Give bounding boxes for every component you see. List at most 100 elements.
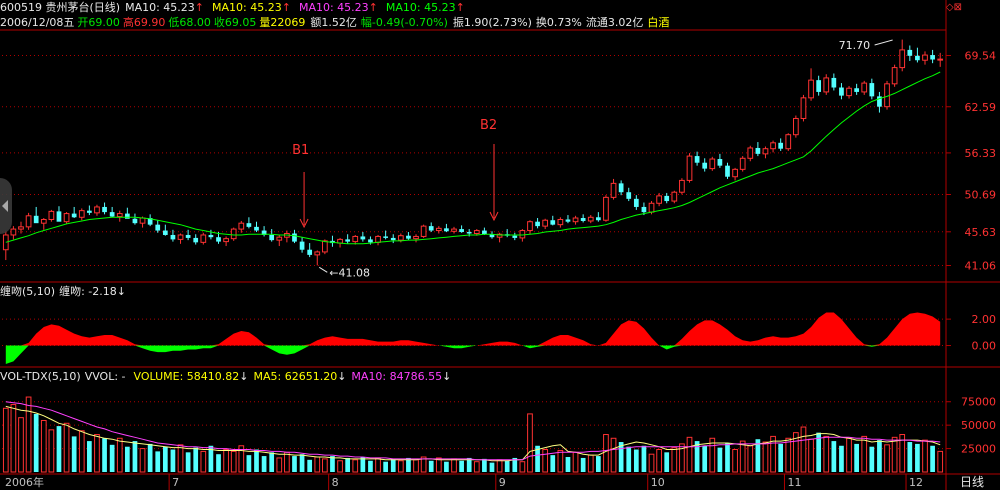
candle-body-down <box>907 49 913 56</box>
window-controls-icon[interactable]: ◇⊠ <box>945 2 962 13</box>
candle-body-up <box>230 228 237 240</box>
amount-label: 额1.52亿 <box>310 16 357 29</box>
candle-body-down <box>535 221 540 227</box>
candle-body-down <box>254 226 259 231</box>
indicator2-ma5-arrow: ↓ <box>337 370 347 383</box>
volume-bar-up <box>679 443 685 473</box>
volume-bar-up <box>770 435 776 473</box>
volume-bar-down <box>185 452 191 472</box>
volume-bar-up <box>40 419 47 473</box>
candle-body-down <box>641 206 647 213</box>
candle-body-up <box>322 240 328 253</box>
candle-body-up <box>2 234 9 251</box>
candle-body-down <box>717 159 723 166</box>
amplitude-label: 振1.90(2.73%) <box>452 16 532 29</box>
x-tick-label: 11 <box>787 476 801 489</box>
float-label: 流通3.02亿 <box>585 16 644 29</box>
turnover-label: 换0.73% <box>535 16 582 29</box>
volume-bar-up <box>785 437 792 473</box>
candle-body-down <box>618 183 624 193</box>
close-label: 收69.05 <box>213 16 257 29</box>
candle-body-down <box>383 236 388 238</box>
candle-body-down <box>839 87 844 96</box>
candle-body-up <box>739 157 746 170</box>
candle-body-up <box>648 202 655 213</box>
volume-bar-up <box>808 438 814 473</box>
candle-body-up <box>587 216 594 222</box>
candle-body-down <box>102 206 107 213</box>
volume-bar-up <box>937 450 944 473</box>
volume-bar-down <box>71 436 77 472</box>
candle-body-down <box>466 232 472 234</box>
price-tick-label: 45.63 <box>965 226 997 239</box>
candle-body-down <box>193 237 199 243</box>
x-tick-label: 7 <box>172 476 179 489</box>
x-tick-label: 8 <box>332 476 339 489</box>
volume-bar-up <box>899 434 906 473</box>
candle-body-up <box>709 158 716 170</box>
candle-body-down <box>854 88 859 92</box>
vol-tick-label: 75000 <box>961 396 996 409</box>
low-marker-line <box>319 266 328 273</box>
candle-body-up <box>25 215 32 228</box>
volume-bar-up <box>375 457 381 473</box>
indicator1-name: 缠吻(5,10) <box>0 285 56 298</box>
volume-bar-down <box>618 442 624 472</box>
vol-tick-label: 25000 <box>961 443 996 456</box>
high-marker-line <box>874 39 893 46</box>
candle-body-down <box>482 230 487 235</box>
candle-body-down <box>87 210 92 213</box>
volume-bar-down <box>390 458 396 472</box>
candle-body-down <box>368 239 373 243</box>
volume-bar-down <box>216 454 221 472</box>
candle-body-up <box>610 182 617 198</box>
volume-bar-down <box>292 456 297 472</box>
volume-bar-up <box>116 437 123 473</box>
volume-bar-up <box>572 451 579 473</box>
volume-bar-down <box>626 446 632 472</box>
osc-area-negative <box>5 345 941 364</box>
volume-bar-up <box>451 458 457 473</box>
scroll-left-button[interactable] <box>0 178 12 234</box>
b1-arrowhead <box>299 218 309 229</box>
volume-bar-up <box>739 440 746 473</box>
candle-body-up <box>793 117 799 136</box>
volume-bar-up <box>800 426 807 473</box>
volume-bar-down <box>307 459 313 472</box>
candle-body-up <box>18 226 24 230</box>
volume-bar-down <box>702 445 708 472</box>
candle-body-down <box>444 228 449 232</box>
volume-bar-down <box>102 438 107 472</box>
high-label: 高69.90 <box>122 16 166 29</box>
volume-bar-up <box>542 449 549 473</box>
x-tick-label: 12 <box>909 476 923 489</box>
volume-bar-up <box>48 429 55 473</box>
candle-body-down <box>816 80 822 92</box>
volume-bar-down <box>831 441 837 472</box>
candle-body-up <box>451 228 457 232</box>
volume-bar-down <box>246 455 252 472</box>
candle-body-up <box>891 67 898 85</box>
candle-body-up <box>762 148 769 155</box>
volume-bar-up <box>861 435 868 473</box>
volume-bar-up <box>884 444 890 473</box>
ma-legend-item: MA10: 45.23 <box>385 1 456 14</box>
candle-body-down <box>345 239 351 242</box>
b2-arrowhead <box>489 211 499 222</box>
candle-body-down <box>580 218 586 221</box>
candle-body-up <box>223 238 229 243</box>
candle-body-down <box>664 195 670 202</box>
candle-body-down <box>109 212 115 217</box>
candle-body-up <box>519 230 526 239</box>
candle-body-down <box>292 233 297 242</box>
volume-bar-up <box>276 457 283 473</box>
candle-body-down <box>390 237 396 241</box>
candle-body-down <box>702 162 708 169</box>
indicator2-volume-arrow: ↓ <box>239 370 249 383</box>
volume-bar-down <box>869 446 875 472</box>
volume-bar-up <box>337 460 343 473</box>
volume-bar-up <box>63 422 70 473</box>
candle-body-up <box>352 235 359 243</box>
volume-bar-down <box>512 457 518 472</box>
